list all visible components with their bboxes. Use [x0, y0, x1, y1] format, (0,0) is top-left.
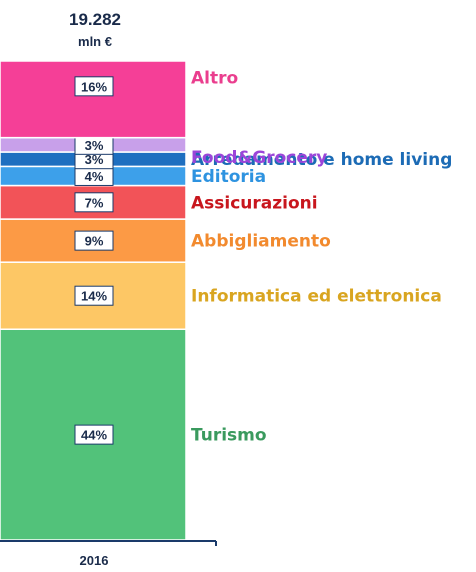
data-label: 7% — [85, 195, 104, 210]
series-label: Editoria — [191, 167, 266, 187]
data-label-box — [74, 285, 114, 306]
data-label: 14% — [81, 289, 107, 304]
data-label: 4% — [85, 169, 104, 184]
total-value: 19.282 — [69, 10, 121, 29]
data-label-box — [74, 424, 114, 445]
series-label: Informatica ed elettronica — [191, 287, 442, 307]
series-label: Assicurazioni — [191, 193, 318, 213]
series-label: Turismo — [191, 426, 267, 446]
category-labels: Turismo Informatica ed elettronica Abbigli… — [191, 68, 452, 445]
bar-segments: 44% 14% 9% 7% 4% 3%3% 16% — [0, 60, 187, 541]
x-tick-label: 2016 — [80, 553, 109, 568]
data-label: 3% — [85, 138, 104, 153]
series-label: Altro — [191, 68, 238, 88]
total-unit: mln € — [78, 34, 112, 49]
data-label: 3% — [85, 152, 104, 167]
series-label: Abbigliamento — [191, 232, 331, 252]
data-label: 16% — [81, 79, 107, 94]
bar-segment-altro — [0, 60, 187, 139]
data-label: 9% — [85, 234, 104, 249]
series-label: Food&Grocery — [191, 148, 327, 168]
series-label: Arredamento e home living — [191, 150, 452, 170]
data-label-box — [74, 192, 114, 213]
data-label: 44% — [81, 428, 107, 443]
data-label-box — [74, 76, 114, 97]
data-label-box — [74, 230, 114, 251]
